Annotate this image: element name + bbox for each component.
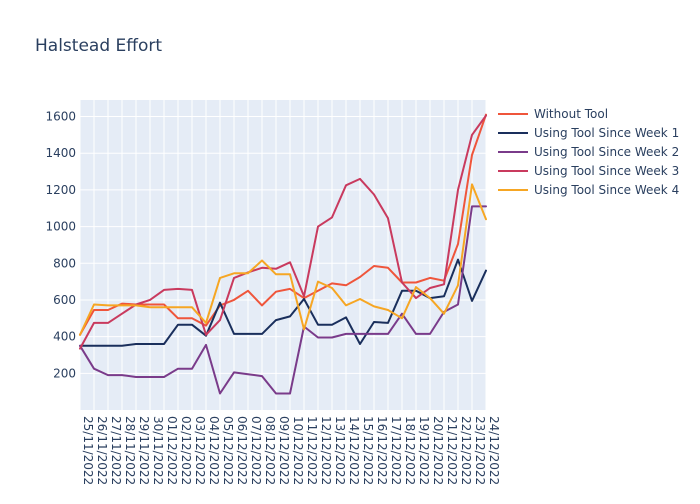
x-tick-label: 20/12/2022 [431, 416, 445, 485]
legend-label: Using Tool Since Week 4 [534, 183, 679, 197]
y-tick-label: 600 [53, 293, 76, 307]
x-tick-label: 05/12/2022 [221, 416, 235, 485]
grid-layer [79, 100, 487, 410]
x-tick-label: 14/12/2022 [347, 416, 361, 485]
y-tick-label: 400 [53, 330, 76, 344]
y-tick-label: 1200 [45, 183, 76, 197]
x-tick-label: 24/12/2022 [487, 416, 501, 485]
x-tick-label: 25/11/2022 [81, 416, 95, 485]
series-line-2[interactable] [79, 258, 487, 347]
x-tick-label: 06/12/2022 [235, 416, 249, 485]
x-tick-label: 21/12/2022 [445, 416, 459, 485]
x-tick-label: 30/11/2022 [151, 416, 165, 485]
x-tick-label: 01/12/2022 [165, 416, 179, 485]
x-tick-label: 23/12/2022 [473, 416, 487, 485]
x-tick-label: 29/11/2022 [137, 416, 151, 485]
plot-area [80, 100, 486, 410]
y-tick-label: 1400 [45, 146, 76, 160]
y-axis: 200 400 600 800 1000 1200 1400 1600 [45, 110, 76, 381]
series-line-1[interactable] [79, 113, 487, 336]
x-tick-label: 27/11/2022 [109, 416, 123, 485]
legend-item-2[interactable]: Using Tool Since Week 1 [498, 126, 679, 140]
legend-label: Using Tool Since Week 3 [534, 164, 679, 178]
x-tick-label: 10/12/2022 [291, 416, 305, 485]
x-tick-label: 15/12/2022 [361, 416, 375, 485]
x-tick-label: 04/12/2022 [207, 416, 221, 485]
x-tick-label: 03/12/2022 [193, 416, 207, 485]
x-tick-label: 28/11/2022 [123, 416, 137, 485]
legend-item-1[interactable]: Without Tool [498, 107, 608, 121]
series-layer [79, 113, 487, 395]
legend-label: Using Tool Since Week 2 [534, 145, 679, 159]
legend[interactable]: Without Tool Using Tool Since Week 1 Using… [498, 107, 679, 197]
y-tick-label: 200 [53, 366, 76, 380]
x-tick-label: 08/12/2022 [263, 416, 277, 485]
legend-item-4[interactable]: Using Tool Since Week 3 [498, 164, 679, 178]
y-tick-label: 1600 [45, 110, 76, 124]
x-tick-label: 13/12/2022 [333, 416, 347, 485]
legend-item-5[interactable]: Using Tool Since Week 4 [498, 183, 679, 197]
y-tick-label: 800 [53, 256, 76, 270]
legend-label: Without Tool [534, 107, 608, 121]
x-tick-label: 26/11/2022 [95, 416, 109, 485]
y-tick-label: 1000 [45, 220, 76, 234]
x-tick-label: 02/12/2022 [179, 416, 193, 485]
x-tick-label: 22/12/2022 [459, 416, 473, 485]
series-line-5[interactable] [79, 183, 487, 336]
x-tick-label: 16/12/2022 [375, 416, 389, 485]
x-tick-label: 09/12/2022 [277, 416, 291, 485]
series-line-3[interactable] [79, 205, 487, 395]
x-tick-label: 12/12/2022 [319, 416, 333, 485]
x-tick-label: 07/12/2022 [249, 416, 263, 485]
legend-label: Using Tool Since Week 1 [534, 126, 679, 140]
chart-title: Halstead Effort [35, 36, 162, 56]
x-axis: 25/11/2022 26/11/2022 27/11/2022 28/11/2022… [81, 416, 501, 485]
x-tick-label: 19/12/2022 [417, 416, 431, 485]
x-tick-label: 17/12/2022 [389, 416, 403, 485]
x-tick-label: 11/12/2022 [305, 416, 319, 485]
legend-item-3[interactable]: Using Tool Since Week 2 [498, 145, 679, 159]
series-line-4[interactable] [79, 114, 487, 350]
x-tick-label: 18/12/2022 [403, 416, 417, 485]
